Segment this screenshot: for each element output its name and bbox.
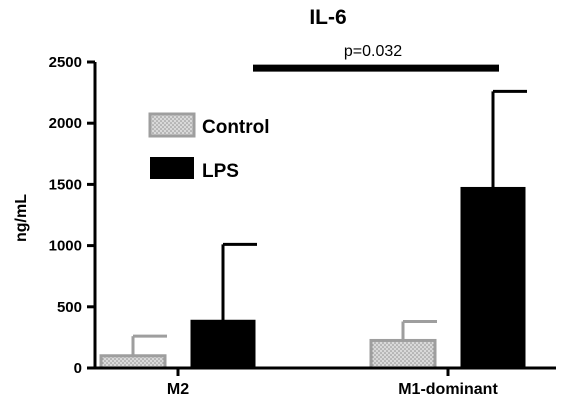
y-tick-label: 2000	[49, 115, 82, 132]
x-category-label: M1-dominant	[398, 381, 498, 398]
chart-title: IL-6	[309, 6, 346, 29]
bar-lps-m1-dominant	[460, 186, 526, 369]
bar-control-m1-dominant	[369, 338, 437, 370]
y-tick-label: 0	[74, 360, 82, 377]
y-axis-label: ng/mL	[13, 194, 30, 242]
error-bars-layer	[131, 89, 527, 356]
legend-label-control: Control	[202, 117, 270, 138]
bar-control-m2	[99, 354, 167, 370]
significance-annotation: p=0.032	[253, 43, 499, 72]
legend-label-lps: LPS	[202, 161, 239, 182]
y-tick-label: 1500	[49, 176, 82, 193]
p-value-label: p=0.032	[344, 43, 402, 60]
bar-lps-m2	[190, 319, 256, 369]
x-category-label: M2	[167, 381, 189, 398]
bars-layer	[99, 186, 526, 370]
y-ticks-layer: 0 500 1000 1500 2000 2500	[49, 54, 95, 377]
legend: Control LPS	[148, 112, 270, 182]
y-tick-label: 2500	[49, 54, 82, 71]
legend-swatch-control	[148, 112, 196, 138]
legend-swatch-lps	[150, 157, 194, 179]
y-tick-label: 500	[57, 299, 82, 316]
x-categories-layer: M2 M1-dominant	[167, 368, 498, 398]
y-tick-label: 1000	[49, 238, 82, 255]
